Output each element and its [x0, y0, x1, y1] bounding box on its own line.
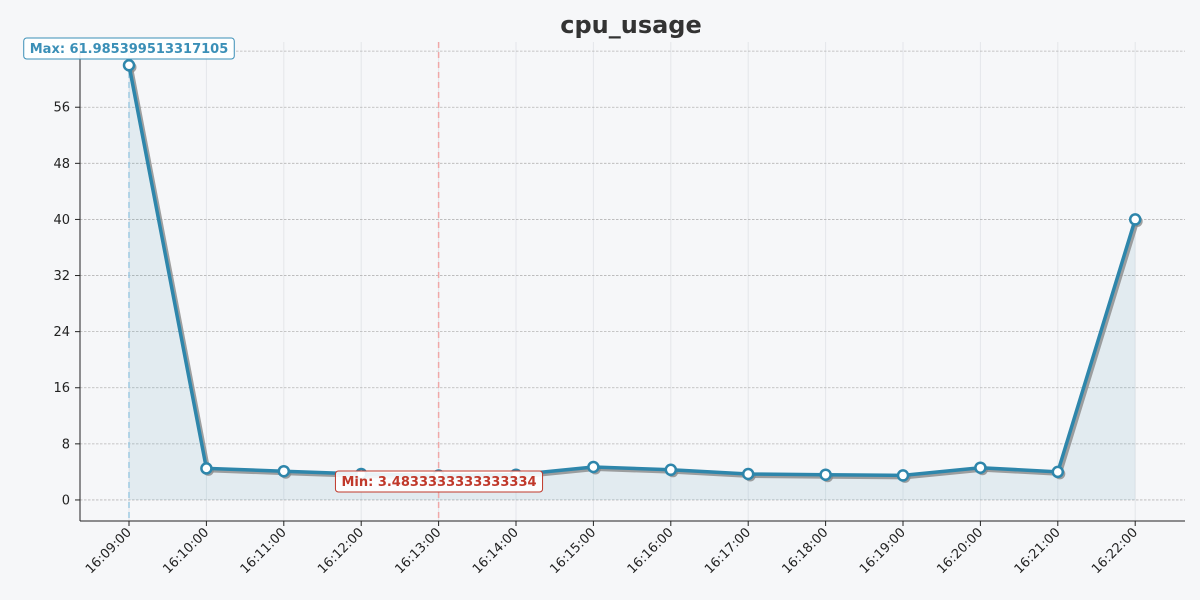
- annotations: Max: 61.985399513317105 Min: 3.4833333333…: [23, 37, 544, 493]
- area-fill: [129, 65, 1136, 500]
- data-point: [1051, 465, 1065, 479]
- data-point: [896, 469, 910, 482]
- vertical-gridlines: [128, 42, 1136, 521]
- x-tick-label: 16:20:00: [934, 525, 986, 577]
- data-point: [122, 58, 136, 72]
- x-tick-label: 16:15:00: [547, 525, 599, 577]
- y-tick-label: 24: [53, 325, 70, 340]
- y-tick-labels: 0 8 16 24 32 40 48 56: [53, 101, 80, 508]
- y-tick-label: 48: [53, 157, 70, 172]
- x-tick-label: 16:18:00: [780, 525, 832, 577]
- data-point: [741, 467, 755, 481]
- x-tick-label: 16:17:00: [702, 525, 754, 577]
- y-tick-label: 40: [53, 213, 70, 228]
- x-tick-label: 16:11:00: [238, 525, 290, 577]
- x-tick-label: 16:10:00: [160, 525, 212, 577]
- x-tick-label: 16:14:00: [470, 525, 522, 577]
- data-point: [587, 460, 600, 474]
- y-tick-label: 56: [53, 101, 70, 116]
- data-points: [122, 58, 1142, 482]
- x-tick-label: 16:12:00: [315, 525, 367, 577]
- series-line-layer: [127, 64, 1137, 478]
- x-tick-labels: 16:09:00 16:10:00 16:11:00 16:12:00 16:13:00…: [83, 521, 1141, 577]
- max-annotation-box: [23, 37, 235, 60]
- x-tick-label: 16:09:00: [83, 525, 135, 577]
- y-tick-label: 0: [62, 493, 70, 508]
- x-tick-label: 16:21:00: [1012, 525, 1064, 577]
- min-annotation-box: [334, 470, 544, 493]
- x-tick-label: 16:22:00: [1089, 525, 1141, 577]
- series-shadow-layer: [125, 61, 1143, 484]
- x-tick-label: 16:19:00: [857, 525, 909, 577]
- y-tick-label: 8: [62, 437, 70, 452]
- data-point: [819, 468, 832, 481]
- series-line: [127, 64, 1137, 478]
- x-tick-label: 16:16:00: [625, 525, 677, 577]
- min-annotation-text: Min: 3.4833333333333334: [341, 475, 536, 490]
- horizontal-gridlines: [80, 50, 1185, 501]
- axes: [79, 42, 1185, 522]
- x-tick-label: 16:13:00: [393, 525, 445, 577]
- y-tick-label: 16: [53, 381, 70, 396]
- series-shadow: [129, 66, 1140, 480]
- data-point: [664, 463, 678, 477]
- y-tick-label: 32: [53, 269, 70, 284]
- data-point: [200, 462, 213, 475]
- data-point: [974, 461, 987, 474]
- data-point: [277, 464, 291, 478]
- area-fill-layer: [129, 65, 1136, 500]
- data-point: [1128, 213, 1142, 226]
- max-annotation-text: Max: 61.985399513317105: [30, 42, 229, 57]
- chart-title: cpu_usage: [560, 11, 702, 39]
